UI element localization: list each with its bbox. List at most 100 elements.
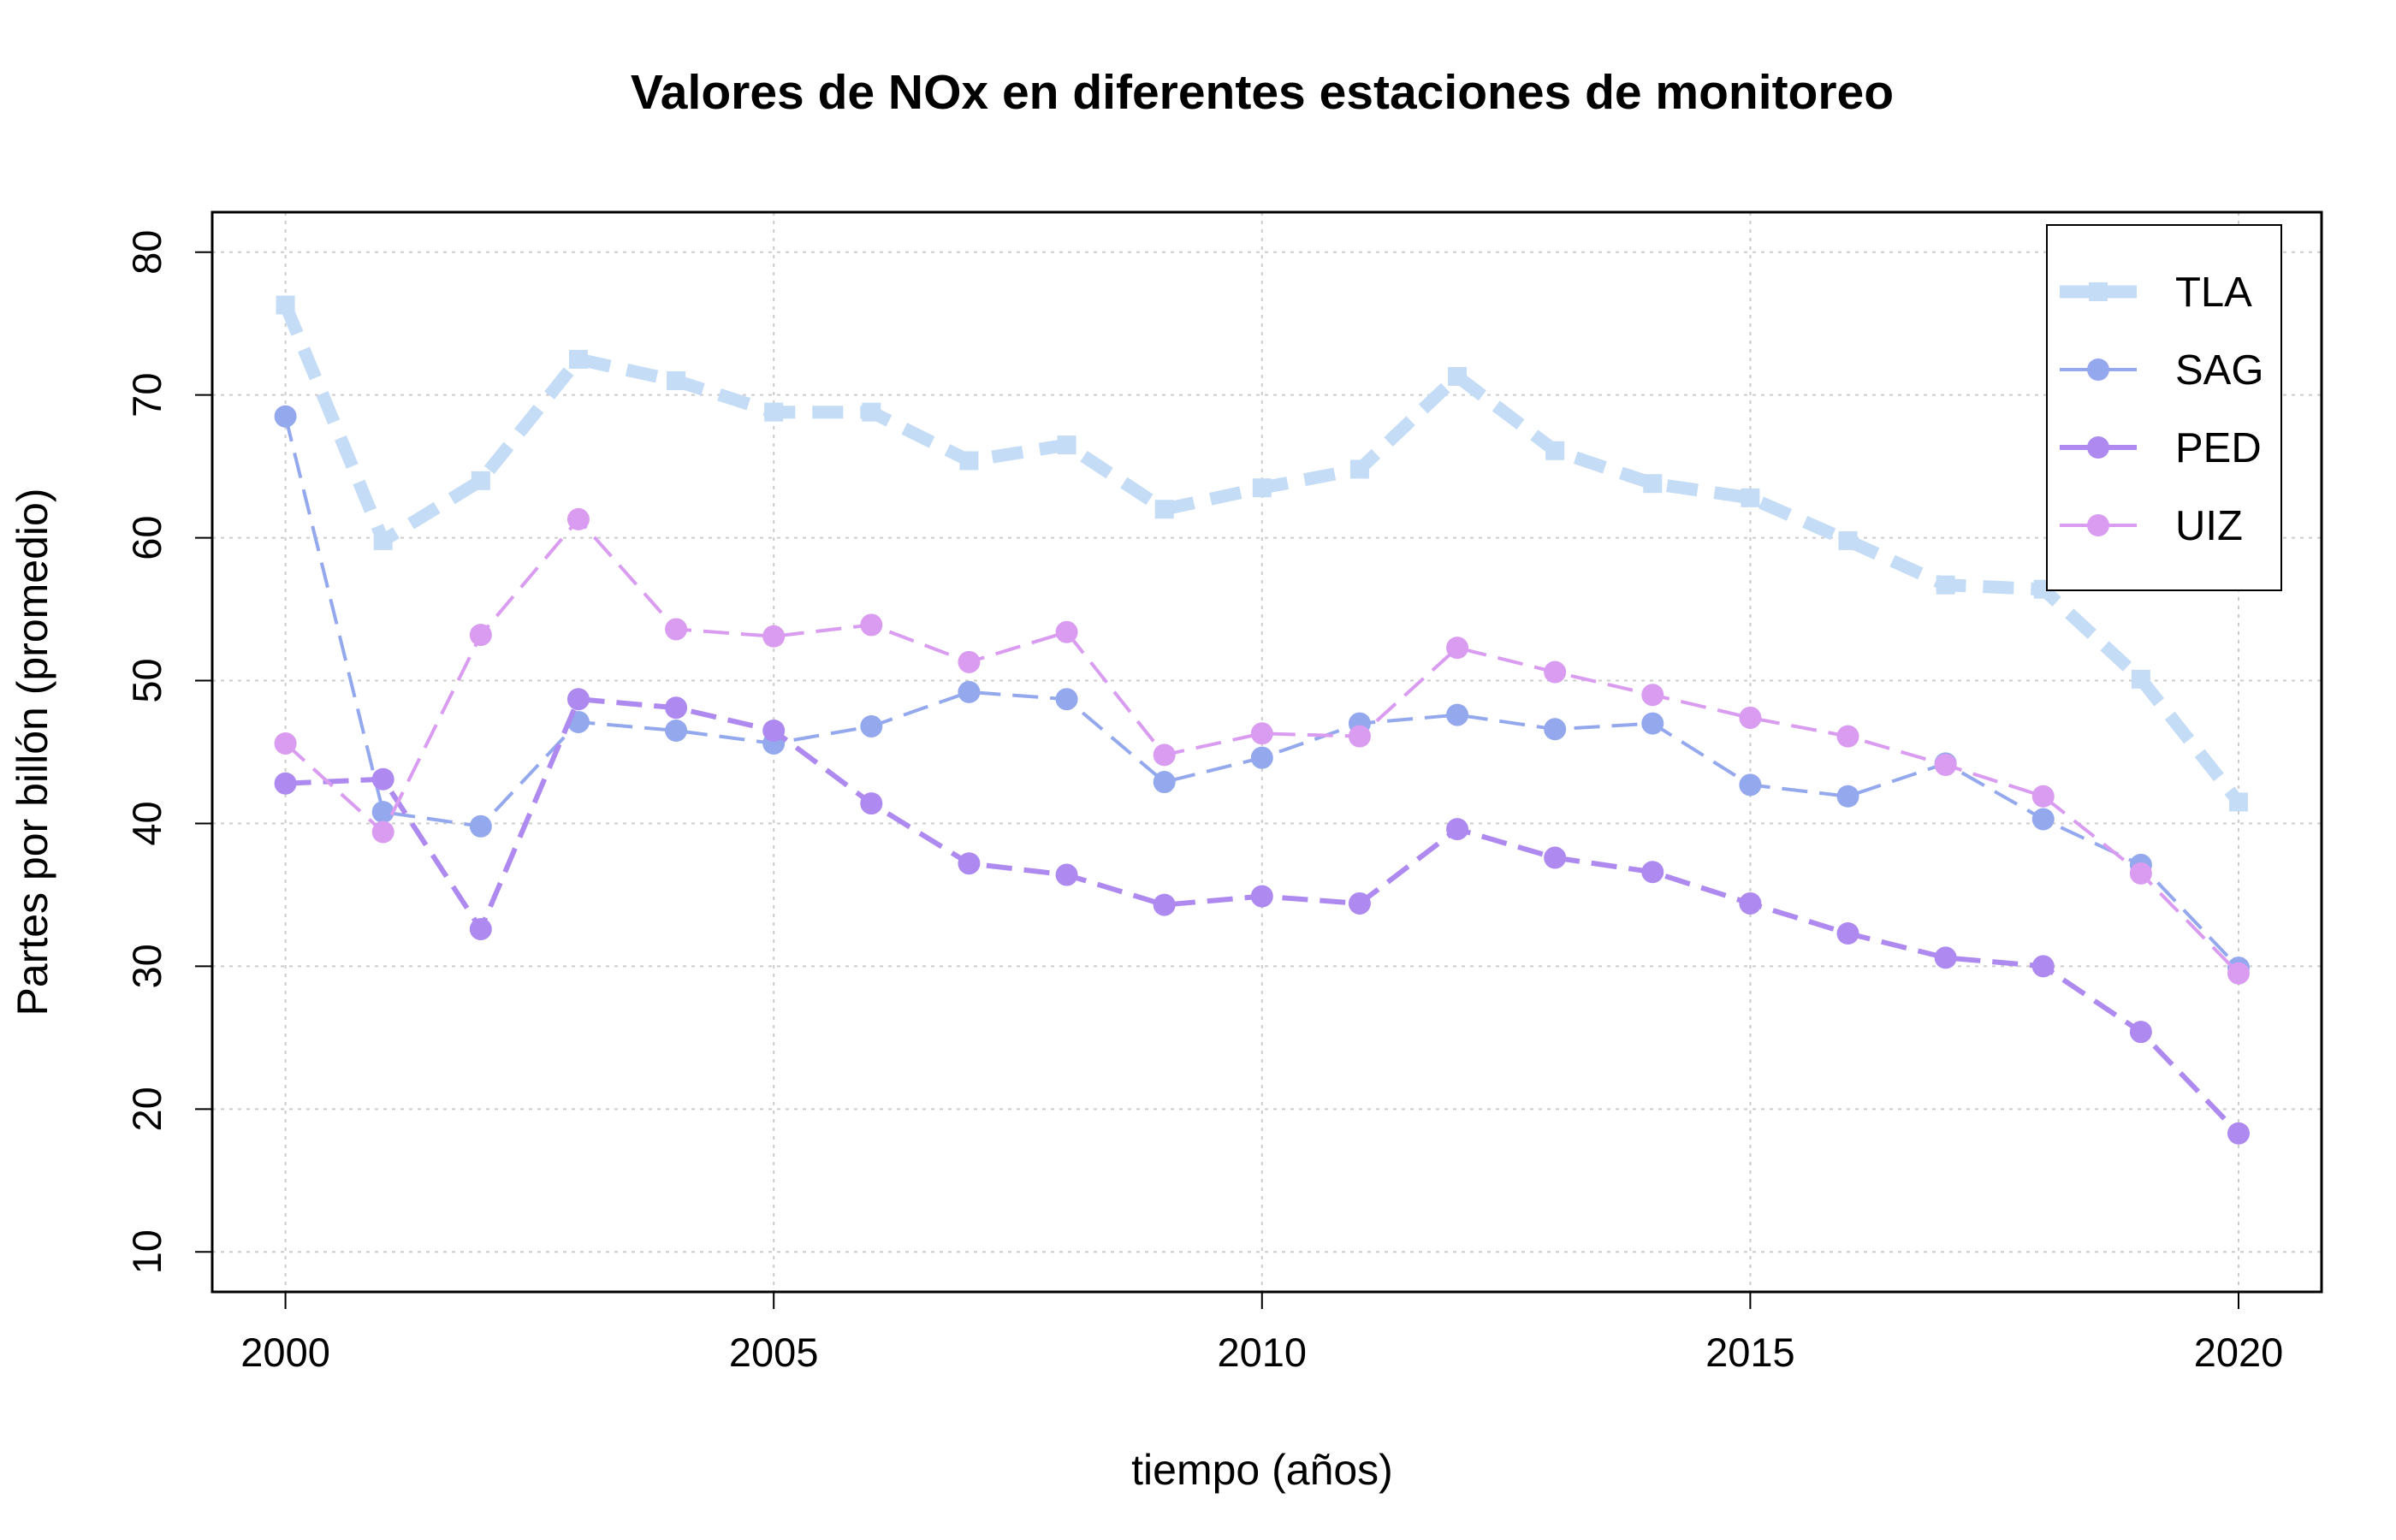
data-point-sag [1544, 718, 1567, 741]
legend-label-sag: SAG [2175, 347, 2263, 394]
data-point-tla [2228, 792, 2248, 812]
data-point-ped [1641, 861, 1664, 884]
data-point-uiz [566, 507, 590, 530]
series-line-uiz [284, 517, 2240, 975]
data-point-sag [1446, 703, 1469, 726]
series-layer [274, 295, 2250, 1145]
data-point-tla [1154, 500, 1174, 519]
y-tick-label: 80 [124, 230, 169, 275]
data-point-ped [665, 696, 688, 720]
data-point-uiz [1934, 754, 1957, 777]
data-point-tla [959, 451, 979, 471]
data-point-uiz [958, 650, 981, 673]
data-point-uiz [1836, 725, 1859, 748]
data-point-tla [2131, 669, 2150, 689]
data-point-tla [667, 370, 686, 390]
y-tick-label: 50 [124, 658, 169, 702]
data-point-ped [1739, 891, 1762, 915]
data-point-ped [1934, 946, 1957, 969]
data-point-sag [1836, 785, 1859, 808]
y-tick-label: 70 [124, 373, 169, 418]
data-point-sag [860, 714, 883, 737]
data-point-uiz [1250, 722, 1273, 745]
data-point-tla [276, 295, 295, 315]
data-point-uiz [1153, 743, 1176, 767]
data-point-sag [958, 680, 981, 703]
data-point-uiz [1544, 660, 1567, 684]
chart-title: Valores de NOx en diferentes estaciones … [631, 65, 1894, 120]
data-point-sag [1641, 712, 1664, 735]
data-point-uiz [1055, 620, 1078, 643]
axes: 2000 2005 2010 2015 2020 10 20 30 40 50 60 70 80 [124, 230, 2283, 1375]
data-point-sag [665, 719, 688, 742]
data-point-sag [1055, 688, 1078, 711]
x-tick-label: 2000 [240, 1330, 330, 1375]
y-tick-label: 60 [124, 515, 169, 560]
data-point-tla [1349, 459, 1369, 479]
data-point-tla [1545, 441, 1565, 460]
legend-label-uiz: UIZ [2175, 503, 2243, 549]
data-point-ped [566, 688, 590, 711]
legend-swatch-marker-ped [2087, 436, 2109, 459]
data-point-tla [1057, 435, 1076, 455]
data-point-uiz [274, 732, 297, 755]
grid [212, 212, 2322, 1292]
data-point-uiz [762, 625, 786, 648]
data-point-uiz [2227, 962, 2250, 985]
data-point-ped [2129, 1021, 2152, 1044]
data-point-ped [860, 792, 883, 815]
data-point-ped [1348, 891, 1371, 915]
y-tick-label: 10 [124, 1229, 169, 1274]
x-tick-label: 2015 [1705, 1330, 1795, 1375]
data-point-uiz [1641, 684, 1664, 707]
series-tla [276, 295, 2248, 812]
legend-swatch-marker-uiz [2087, 514, 2109, 536]
data-point-ped [2031, 955, 2055, 978]
data-point-sag [2031, 808, 2055, 831]
data-point-sag [371, 801, 394, 824]
data-point-tla [1936, 575, 1955, 595]
data-point-ped [762, 719, 786, 742]
data-point-uiz [860, 613, 883, 637]
x-tick-label: 2020 [2194, 1330, 2284, 1375]
data-point-tla [471, 471, 490, 490]
legend-swatch-marker-tla [2089, 282, 2108, 301]
series-uiz [274, 507, 2250, 985]
data-point-sag [469, 814, 492, 838]
data-point-ped [1836, 922, 1859, 945]
data-point-ped [1153, 893, 1176, 916]
data-point-ped [2227, 1122, 2250, 1145]
data-point-ped [1055, 863, 1078, 886]
data-point-uiz [2129, 862, 2152, 885]
data-point-sag [274, 405, 297, 428]
data-point-uiz [665, 618, 688, 641]
data-point-tla [862, 402, 881, 422]
x-tick-label: 2010 [1218, 1330, 1308, 1375]
data-point-tla [1448, 366, 1468, 386]
data-point-ped [1544, 846, 1567, 869]
data-point-sag [1153, 771, 1176, 794]
legend: TLA SAG PED UIZ [2046, 224, 2282, 591]
y-tick-label: 20 [124, 1087, 169, 1131]
x-tick-label: 2005 [729, 1330, 819, 1375]
data-point-uiz [469, 624, 492, 647]
x-axis-title: tiempo (años) [1131, 1446, 1393, 1494]
data-point-tla [764, 402, 784, 422]
data-point-tla [1643, 474, 1663, 494]
data-point-uiz [1348, 725, 1371, 748]
data-point-ped [958, 852, 981, 875]
data-point-uiz [2031, 785, 2055, 808]
data-point-uiz [371, 820, 394, 844]
data-point-sag [1250, 746, 1273, 769]
data-point-ped [1446, 818, 1469, 841]
data-point-sag [1739, 773, 1762, 797]
legend-label-ped: PED [2175, 425, 2262, 471]
legend-swatch-marker-sag [2087, 358, 2109, 381]
data-point-ped [371, 767, 394, 791]
data-point-ped [469, 917, 492, 940]
legend-label-tla: TLA [2175, 270, 2252, 316]
data-point-tla [373, 530, 393, 550]
data-point-tla [1838, 530, 1858, 550]
data-point-ped [1250, 885, 1273, 908]
